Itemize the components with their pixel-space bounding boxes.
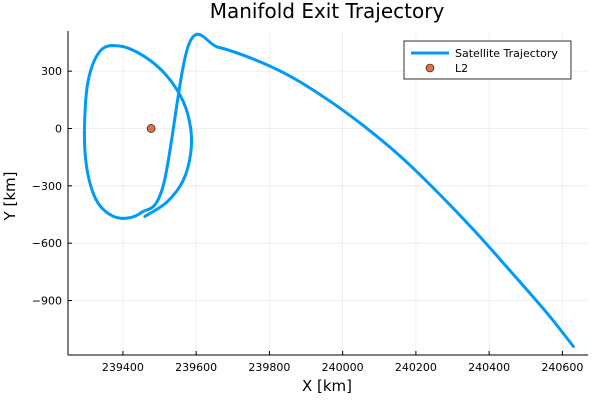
legend-marker-swatch	[425, 63, 435, 73]
legend-label-satellite-trajectory: Satellite Trajectory	[455, 47, 558, 60]
grid	[68, 31, 588, 355]
legend-label-l2: L2	[455, 62, 468, 75]
y-tick-label: 0	[55, 122, 62, 135]
series-line-satellite-trajectory	[82, 32, 575, 348]
x-tick-label: 239800	[248, 361, 290, 374]
x-axis-label: X [km]	[302, 377, 352, 395]
y-tick-label: −900	[32, 295, 62, 308]
x-tick-label: 239600	[175, 361, 217, 374]
tick-labels: 239400 239600 239800 240000 240200 240400 2406…	[32, 65, 584, 374]
axes	[67, 31, 588, 356]
plot-area	[82, 32, 575, 348]
y-tick-label: −300	[32, 180, 62, 193]
x-tick-label: 240400	[468, 361, 510, 374]
x-tick-label: 240600	[541, 361, 583, 374]
x-tick-label: 239400	[102, 361, 144, 374]
y-tick-label: 300	[41, 65, 62, 78]
chart-title: Manifold Exit Trajectory	[210, 0, 445, 23]
x-tick-label: 240000	[322, 361, 364, 374]
y-axis-label: Y [km]	[1, 172, 19, 222]
legend: Satellite Trajectory L2	[403, 40, 572, 80]
legend-box	[403, 40, 572, 80]
x-tick-label: 240200	[395, 361, 437, 374]
scatter-point-l2	[146, 124, 156, 133]
y-tick-label: −600	[32, 237, 62, 250]
